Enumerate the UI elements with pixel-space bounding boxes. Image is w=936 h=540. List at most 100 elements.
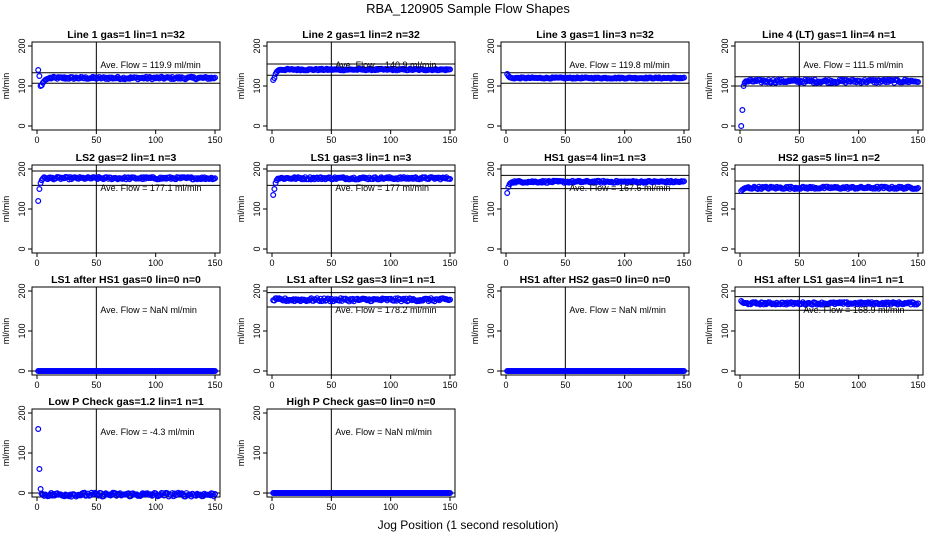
y-tick-label: 100 — [486, 323, 496, 338]
y-axis-label: ml/min — [470, 318, 480, 345]
data-points — [270, 490, 454, 497]
y-tick-label: 0 — [17, 368, 27, 373]
panel-title: HS2 gas=5 lin=1 n=2 — [778, 152, 880, 164]
y-axis-label: ml/min — [470, 196, 480, 223]
panel-12: HS1 after LS1 gas=4 lin=1 n=1 0 50 100 150 0 1… — [704, 274, 926, 390]
panel-9: LS1 after HS1 gas=0 lin=0 n=0 0 50 100 150 0 1… — [1, 274, 223, 390]
data-points — [270, 295, 454, 305]
x-tick-label: 0 — [737, 380, 742, 390]
plot-frame — [500, 286, 690, 376]
data-point — [914, 185, 921, 192]
y-tick-label: 100 — [252, 445, 262, 460]
x-tick-label: 150 — [442, 380, 457, 390]
average-flow-annotation: Ave. Flow = 168.9 ml/min — [803, 305, 904, 315]
panel-title: LS1 after HS1 gas=0 lin=0 n=0 — [51, 274, 201, 286]
x-tick-label: 100 — [148, 135, 163, 145]
data-point — [740, 82, 747, 89]
panel-6: LS1 gas=3 lin=1 n=3 0 50 100 150 0 100 200 ml/mi… — [236, 152, 458, 268]
plot-frame — [31, 41, 221, 131]
y-tick-label: 200 — [720, 283, 730, 298]
data-points — [738, 183, 921, 195]
x-tick-label: 150 — [676, 135, 691, 145]
panel-4: Line 4 (LT) gas=1 lin=4 n=1 0 50 100 150 0 100… — [704, 29, 926, 145]
y-tick-label: 100 — [17, 78, 27, 93]
x-tick-label: 50 — [560, 258, 570, 268]
average-flow-annotation: Ave. Flow = 177.1 ml/min — [100, 183, 201, 193]
x-tick-label: 50 — [560, 135, 570, 145]
data-point — [680, 74, 687, 81]
data-points — [270, 65, 454, 83]
data-points — [35, 66, 219, 89]
y-tick-label: 0 — [486, 368, 496, 373]
x-tick-label: 100 — [383, 258, 398, 268]
data-point — [680, 368, 687, 375]
y-axis-label: ml/min — [1, 73, 11, 100]
y-tick-label: 0 — [17, 490, 27, 495]
x-tick-label: 0 — [737, 258, 742, 268]
y-tick-label: 200 — [720, 38, 730, 53]
y-tick-label: 0 — [17, 123, 27, 128]
x-tick-label: 50 — [794, 135, 804, 145]
data-points — [35, 368, 219, 375]
panel-title: High P Check gas=0 lin=0 n=0 — [287, 396, 436, 408]
data-point — [37, 486, 44, 493]
data-point — [504, 190, 511, 197]
data-point — [35, 66, 42, 73]
x-tick-label: 50 — [91, 258, 101, 268]
y-axis-label: ml/min — [236, 73, 246, 100]
y-axis-label: ml/min — [1, 440, 11, 467]
x-axis-caption: Jog Position (1 second resolution) — [377, 518, 559, 532]
average-flow-annotation: Ave. Flow = 119.9 ml/min — [100, 60, 200, 70]
x-tick-label: 0 — [269, 502, 274, 512]
panel-8: HS2 gas=5 lin=1 n=2 0 50 100 150 0 100 200 ml/mi… — [704, 152, 926, 268]
panel-1: Line 1 gas=1 lin=1 n=32 0 50 100 150 0 100 200 m… — [1, 29, 223, 145]
y-axis-label: ml/min — [704, 196, 714, 223]
y-tick-label: 0 — [252, 246, 262, 251]
panel-title: HS1 gas=4 lin=1 n=3 — [544, 152, 646, 164]
y-tick-label: 200 — [252, 405, 262, 420]
data-points — [738, 76, 921, 129]
x-tick-label: 100 — [148, 258, 163, 268]
data-points — [504, 70, 687, 82]
data-points — [35, 174, 219, 205]
data-points — [738, 298, 921, 308]
x-tick-label: 0 — [34, 380, 39, 390]
panel-title: LS1 after LS2 gas=3 lin=1 n=1 — [287, 274, 436, 286]
x-tick-label: 100 — [851, 380, 866, 390]
y-axis-label: ml/min — [704, 318, 714, 345]
panel-7: HS1 gas=4 lin=1 n=3 0 50 100 150 0 100 200 ml/mi… — [470, 152, 692, 268]
panel-title: LS2 gas=2 lin=1 n=3 — [76, 152, 177, 164]
panel-5: LS2 gas=2 lin=1 n=3 0 50 100 150 0 100 200 ml/mi… — [1, 152, 223, 268]
data-point — [271, 186, 278, 193]
y-tick-label: 200 — [17, 283, 27, 298]
data-point — [891, 185, 898, 192]
x-tick-label: 100 — [383, 135, 398, 145]
x-tick-label: 0 — [34, 135, 39, 145]
x-tick-label: 0 — [503, 258, 508, 268]
panel-title: HS1 after LS1 gas=4 lin=1 n=1 — [754, 274, 904, 286]
y-tick-label: 0 — [720, 246, 730, 251]
panel-title: Line 1 gas=1 lin=1 n=32 — [67, 29, 185, 41]
y-tick-label: 100 — [486, 201, 496, 216]
average-flow-annotation: Ave. Flow = 140.9 ml/min — [335, 60, 436, 70]
x-tick-label: 50 — [326, 258, 336, 268]
x-tick-label: 100 — [383, 502, 398, 512]
data-point — [36, 186, 43, 193]
data-points — [35, 426, 219, 500]
y-tick-label: 100 — [720, 201, 730, 216]
data-point — [447, 490, 454, 497]
average-flow-annotation: Ave. Flow = 111.5 ml/min — [803, 60, 903, 70]
plot-frame — [500, 41, 690, 131]
y-tick-label: 0 — [252, 368, 262, 373]
y-axis-label: ml/min — [236, 196, 246, 223]
y-tick-label: 0 — [252, 123, 262, 128]
data-point — [447, 66, 454, 73]
average-flow-annotation: Ave. Flow = 178.2 ml/min — [335, 305, 436, 315]
average-flow-annotation: Ave. Flow = NaN ml/min — [569, 305, 666, 315]
x-tick-label: 0 — [503, 380, 508, 390]
x-tick-label: 150 — [207, 502, 222, 512]
panel-title: Low P Check gas=1.2 lin=1 n=1 — [48, 396, 203, 408]
x-tick-label: 50 — [794, 380, 804, 390]
